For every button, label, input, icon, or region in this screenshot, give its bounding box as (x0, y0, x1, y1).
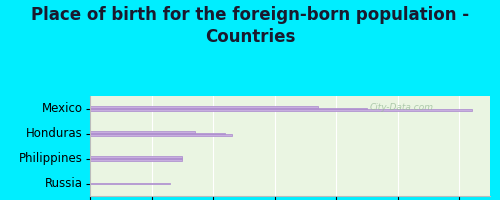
Text: Place of birth for the foreign-born population -
Countries: Place of birth for the foreign-born popu… (31, 6, 469, 46)
Bar (90, 159, 182, 161)
Bar (90, 133, 226, 134)
Bar (90, 106, 318, 108)
Bar (90, 156, 182, 158)
Bar (90, 134, 232, 136)
Bar (90, 131, 194, 133)
Text: City-Data.com: City-Data.com (370, 103, 434, 112)
Bar (90, 109, 471, 111)
Bar (90, 183, 170, 184)
Bar (90, 108, 367, 109)
Bar (90, 158, 182, 159)
